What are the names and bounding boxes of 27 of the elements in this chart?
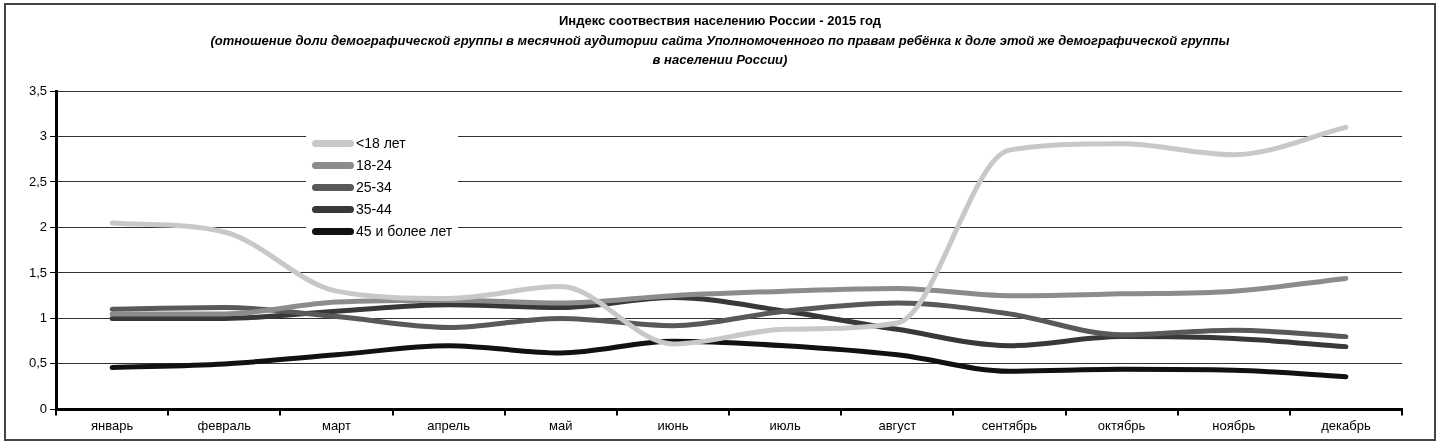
y-tick-label: 3,5 [28, 82, 48, 98]
y-tick-label: 0,5 [28, 355, 48, 371]
y-tick-label: 2 [39, 219, 48, 235]
x-tick-label: декабрь [1321, 417, 1371, 433]
legend-label: 25-34 [356, 179, 392, 195]
chart-title: Индекс соотвествия населению России - 2015 год [558, 13, 882, 28]
legend-label: <18 лет [356, 135, 406, 151]
legend-label: 18-24 [356, 157, 392, 173]
y-tick-label: 1,5 [28, 264, 48, 280]
y-tick-label: 1 [39, 310, 48, 326]
x-tick-label: март [321, 417, 352, 433]
legend-label: 45 и более лет [356, 223, 453, 239]
x-tick-label: ноябрь [1212, 417, 1256, 433]
x-tick-label: апрель [427, 417, 471, 433]
legend-label: 35-44 [356, 201, 392, 217]
x-tick-label: сентябрь [981, 417, 1038, 433]
x-tick-label: январь [91, 417, 134, 433]
x-tick-label: июнь [657, 417, 689, 433]
x-tick-label: июль [769, 417, 801, 433]
y-tick-label: 2,5 [28, 173, 48, 189]
x-tick-label: октябрь [1097, 417, 1146, 433]
y-tick-label: 3 [39, 128, 48, 144]
x-tick-label: май [549, 417, 573, 433]
x-tick-label: август [878, 417, 917, 433]
x-tick-label: февраль [197, 417, 252, 433]
y-tick-label: 0 [39, 400, 48, 416]
chart-subtitle: (отношение доли демографической группы в месячной аудитории сайта Уполномоченного по правам ребёнка к доле этой же демографической группы в населении России) [210, 32, 1230, 69]
